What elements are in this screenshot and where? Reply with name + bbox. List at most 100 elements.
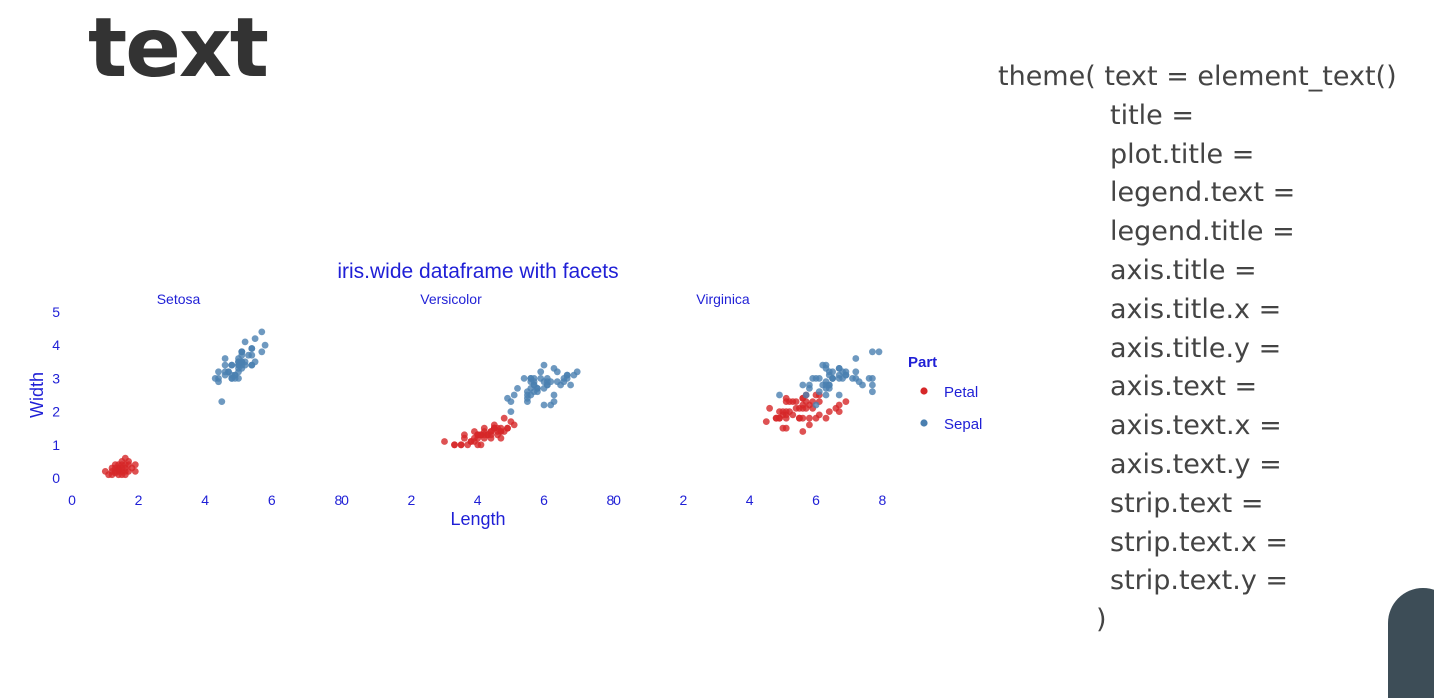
data-point-sepal <box>228 361 236 369</box>
data-point-petal <box>792 398 800 405</box>
data-point-sepal <box>869 388 876 396</box>
data-point-petal <box>118 458 126 465</box>
legend-title: Part <box>908 354 937 371</box>
x-axis-label: Length <box>450 509 505 529</box>
data-point-sepal <box>221 361 229 369</box>
data-point-sepal <box>261 341 269 349</box>
code-line: axis.title.y = <box>1110 332 1282 364</box>
data-point-petal <box>457 441 465 449</box>
y-tick-label: 2 <box>52 404 60 420</box>
x-tick-label: 2 <box>135 492 143 508</box>
y-tick-label: 4 <box>52 337 60 353</box>
data-point-petal <box>792 404 800 412</box>
data-point-petal <box>762 418 770 425</box>
data-point-sepal <box>547 378 555 386</box>
data-point-sepal <box>806 381 813 389</box>
data-point-sepal <box>869 375 876 382</box>
data-point-sepal <box>228 375 236 382</box>
data-point-sepal <box>835 375 843 382</box>
data-point-sepal <box>776 391 783 399</box>
data-point-petal <box>497 434 505 442</box>
data-point-sepal <box>550 365 558 372</box>
code-line: plot.title = <box>1110 138 1255 170</box>
legend-entry-label: Petal <box>944 384 978 401</box>
code-line: strip.text.y = <box>1110 565 1289 597</box>
presenter-silhouette <box>1388 588 1434 698</box>
data-point-sepal <box>215 375 222 382</box>
code-line: strip.text.x = <box>1110 526 1289 558</box>
data-point-petal <box>825 408 833 415</box>
data-point-petal <box>796 414 803 422</box>
data-point-sepal <box>238 348 246 356</box>
x-tick-label: 4 <box>746 492 754 508</box>
code-line: axis.text.x = <box>1110 410 1282 442</box>
x-tick-label: 4 <box>201 492 209 508</box>
data-point-sepal <box>221 368 229 376</box>
data-point-petal <box>111 461 119 469</box>
code-line: legend.text = <box>1110 177 1296 209</box>
code-line: strip.text = <box>1110 487 1264 519</box>
chart-title: iris.wide dataframe with facets <box>337 260 618 283</box>
data-point-sepal <box>251 358 259 366</box>
data-point-petal <box>500 414 508 422</box>
data-point-sepal <box>245 351 252 359</box>
data-point-petal <box>806 414 813 422</box>
data-point-sepal <box>534 388 541 396</box>
legend-key-petal <box>920 387 928 395</box>
x-tick-label: 0 <box>68 492 76 508</box>
x-tick-label: 8 <box>334 492 342 508</box>
data-point-petal <box>772 414 780 422</box>
data-point-petal <box>782 414 790 422</box>
x-tick-label: 6 <box>268 492 276 508</box>
data-point-sepal <box>218 398 226 405</box>
data-point-petal <box>815 411 823 419</box>
x-tick-label: 0 <box>341 492 349 508</box>
data-point-sepal <box>822 381 830 389</box>
data-point-petal <box>782 424 790 432</box>
y-tick-label: 0 <box>52 470 60 486</box>
data-point-petal <box>786 408 793 415</box>
facet-strip-label: Versicolor <box>420 291 482 307</box>
data-point-sepal <box>221 355 229 362</box>
legend-entry-label: Sepal <box>944 416 982 433</box>
data-point-sepal <box>540 361 548 369</box>
data-point-sepal <box>852 375 860 382</box>
data-point-sepal <box>540 385 548 392</box>
data-point-sepal <box>875 348 883 356</box>
data-point-petal <box>490 421 498 429</box>
data-point-sepal <box>507 398 515 405</box>
data-point-sepal <box>241 338 249 346</box>
data-point-sepal <box>567 381 574 389</box>
data-point-sepal <box>852 368 860 376</box>
code-line: axis.text = <box>1110 371 1258 403</box>
data-point-petal <box>467 438 475 445</box>
faceted-scatter-chart: iris.wide dataframe with facets 0 1 2 3 4 5 Wid… <box>27 260 982 529</box>
x-tick-label: 2 <box>407 492 415 508</box>
data-point-petal <box>835 408 843 415</box>
data-point-sepal <box>537 368 545 376</box>
data-point-sepal <box>540 401 548 409</box>
data-point-petal <box>799 428 807 435</box>
code-line: axis.title = <box>1110 254 1257 286</box>
slide-title: text <box>88 1 269 96</box>
facet-strip-label: Virginica <box>696 291 750 307</box>
code-line: axis.title.x = <box>1110 293 1282 325</box>
data-point-sepal <box>852 355 860 362</box>
data-point-sepal <box>809 375 817 382</box>
data-point-petal <box>441 438 448 445</box>
data-point-petal <box>835 401 843 409</box>
code-line: legend.title = <box>1110 216 1295 248</box>
x-tick-label: 2 <box>679 492 687 508</box>
data-point-petal <box>510 421 518 429</box>
data-point-sepal <box>235 358 242 366</box>
y-tick-label: 5 <box>52 304 60 320</box>
y-tick-label: 3 <box>52 370 60 386</box>
x-tick-label: 8 <box>878 492 886 508</box>
data-point-sepal <box>822 391 830 399</box>
data-point-petal <box>125 468 132 475</box>
data-point-sepal <box>563 371 571 379</box>
code-closing-paren: ) <box>1096 604 1107 636</box>
theme-code-snippet: theme( text = element_text() title = plot… <box>998 58 1397 640</box>
x-tick-label: 8 <box>606 492 614 508</box>
data-point-petal <box>842 398 850 405</box>
